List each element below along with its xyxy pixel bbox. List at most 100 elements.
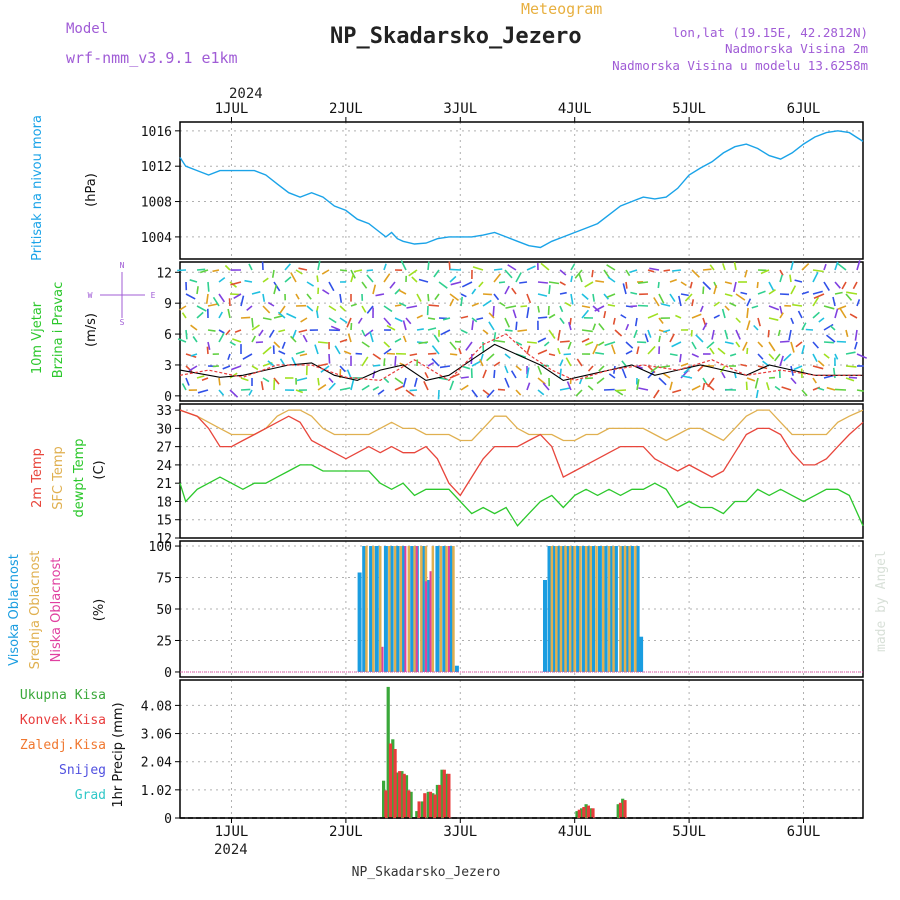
wind-arrow: [559, 281, 566, 286]
wind-arrow: [751, 305, 759, 309]
wind-arrow: [517, 329, 528, 332]
wind-arrow: [306, 305, 314, 312]
wind-arrow: [548, 281, 560, 285]
wind-arrow: [724, 329, 729, 340]
high-cloud-bar: [613, 546, 618, 672]
wind-arrow: [724, 341, 734, 345]
wind-arrow: [350, 303, 357, 307]
wind-arrow: [493, 332, 497, 343]
wind-arrow: [621, 368, 627, 379]
wind-arrow: [633, 329, 638, 339]
wind-arrow: [680, 293, 689, 297]
wind-arrow: [570, 293, 574, 305]
wind-arrow: [361, 329, 366, 337]
wind-arrow: [267, 360, 275, 367]
wind-arrow: [402, 335, 407, 343]
wind-arrow: [493, 369, 496, 379]
wind-arrow: [841, 281, 847, 290]
wind-arrow: [248, 263, 253, 271]
wind-arrow: [834, 308, 839, 319]
wind-arrow: [185, 329, 188, 340]
wind-arrow: [795, 341, 803, 348]
high-cloud-bar: [565, 546, 570, 672]
high-cloud-bar: [597, 546, 602, 672]
wind-arrow: [608, 373, 616, 379]
wind-arrow: [834, 261, 839, 271]
wind-arrow: [537, 305, 540, 313]
wind-arrow: [660, 365, 671, 369]
total-precip-bar: [431, 793, 435, 818]
wind-arrow: [408, 269, 418, 277]
wind-arrow: [625, 350, 633, 355]
wind-arrow: [570, 275, 573, 283]
wind-arrow: [185, 365, 193, 373]
wind-arrow: [405, 317, 412, 325]
wind-arrow: [757, 353, 764, 360]
wind-arrow: [328, 305, 337, 312]
wind-arrow: [575, 389, 583, 397]
wind-arrow: [790, 341, 795, 353]
wind-arrow: [316, 275, 319, 283]
wind-arrow: [334, 345, 341, 355]
wind-arrow: [845, 377, 855, 382]
wind-arrow: [494, 339, 506, 343]
wind-arrow: [273, 377, 280, 385]
pressure-unit: (hPa): [84, 173, 99, 207]
cloud-labels: Visoka Oblacnost Srednja Oblacnost Niska…: [7, 551, 107, 670]
mid-cloud-bar: [393, 546, 397, 672]
wind-arrow: [836, 340, 847, 343]
wind-arrow: [637, 304, 649, 307]
wind-arrow: [607, 303, 616, 307]
wind-arrow: [286, 312, 297, 319]
wind-arrow: [207, 281, 210, 292]
wind-arrow: [439, 365, 451, 369]
footer-station: NP_Skadarsko_Jezero: [352, 865, 501, 880]
wind-arrow: [394, 288, 401, 295]
wind-arrow: [797, 310, 803, 319]
wind-arrow: [224, 264, 231, 271]
wind-arrow: [768, 341, 776, 352]
convective-precip-bar: [618, 802, 623, 818]
y-tick-label: 15: [156, 514, 172, 529]
wind-arrow: [669, 353, 678, 357]
year-top: 2024: [229, 86, 263, 102]
panel-temperature: 12 15 18 21 24 27 30 33: [156, 403, 864, 547]
total-precip-bar: [415, 811, 419, 818]
wind-arrow: [267, 301, 275, 307]
wind-arrow: [328, 353, 331, 364]
wind-arrow: [756, 281, 759, 289]
wind-arrow: [377, 389, 385, 396]
wind-arrow: [735, 329, 741, 340]
wind-arrow: [595, 351, 605, 355]
wind-arrow: [181, 312, 187, 319]
wind-arrow: [823, 305, 835, 310]
wind-arrow: [317, 384, 327, 391]
wind-arrow: [273, 315, 283, 319]
wind-arrow: [669, 278, 677, 283]
wind-arrow: [568, 321, 572, 331]
wind-arrow: [709, 264, 715, 271]
compass-w: W: [88, 291, 93, 300]
wind-arrow: [486, 389, 495, 399]
wind-arrow: [510, 370, 517, 379]
convective-precip-bar: [393, 749, 397, 818]
wind-arrow: [476, 317, 484, 321]
wind-arrow: [856, 260, 861, 271]
wind-arrow: [433, 334, 440, 343]
wind-arrow: [493, 268, 503, 271]
wind-arrow: [504, 329, 513, 332]
wind-arrow: [398, 302, 407, 307]
wind-arrow: [702, 377, 708, 384]
wind-arrow: [740, 291, 748, 295]
mid-cloud-bar: [452, 546, 455, 672]
wind-arrow: [658, 293, 665, 304]
wind-arrow: [449, 298, 455, 307]
wind-arrow: [295, 293, 300, 300]
wind-arrow: [449, 380, 455, 391]
total-precip-bar: [395, 772, 399, 818]
wind-arrow: [622, 283, 627, 295]
wind-arrow: [383, 317, 392, 327]
x-tick-label-top: 6JUL: [787, 101, 821, 117]
wind-arrow: [691, 299, 695, 307]
wind-arrow: [839, 308, 847, 319]
